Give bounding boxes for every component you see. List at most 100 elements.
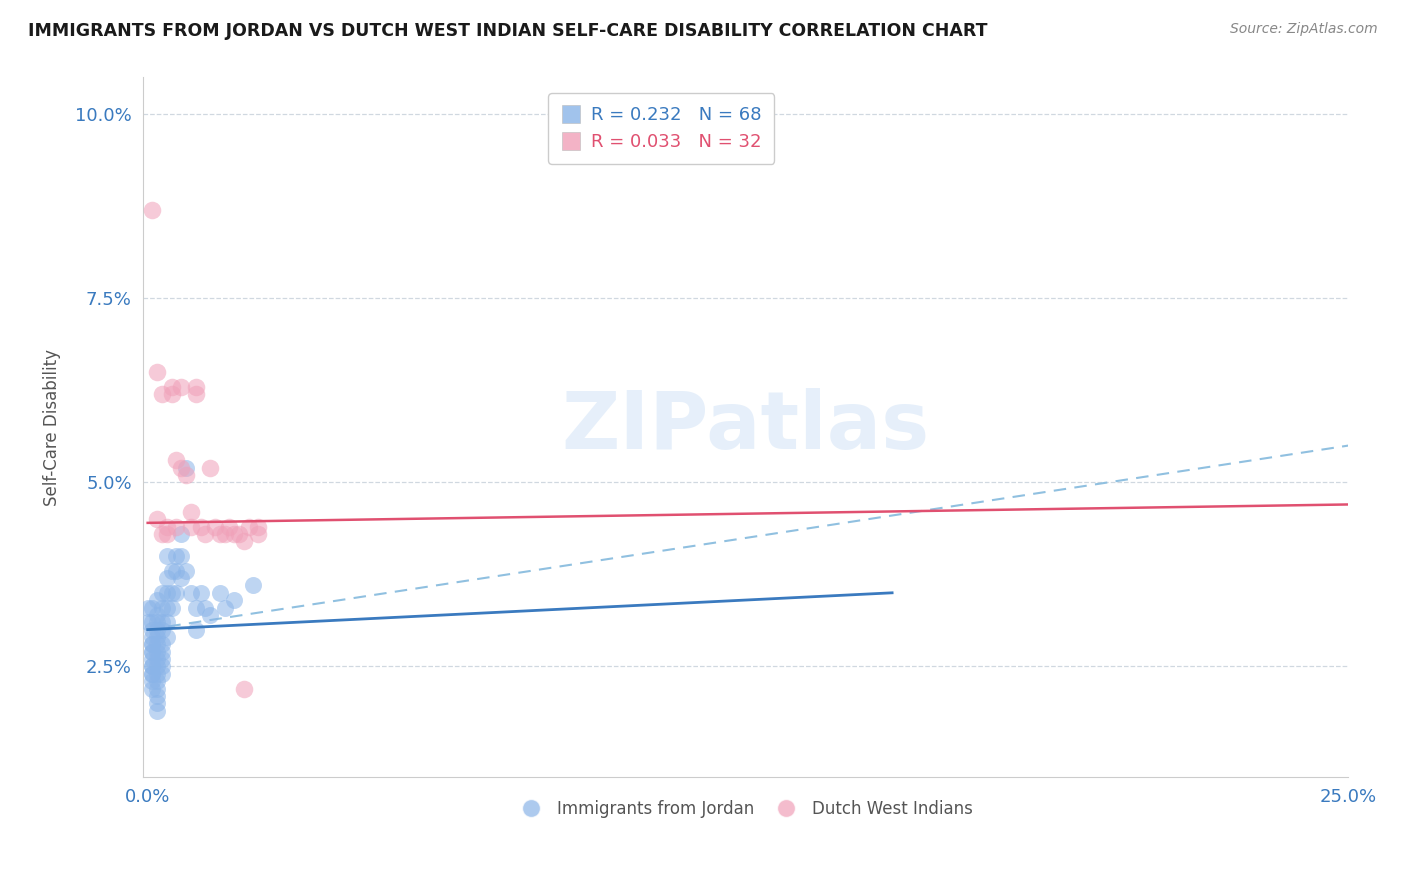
Point [170,571,193,585]
Point [146,666,169,681]
Point [166,519,188,533]
Point [174,468,197,483]
Point [232,534,254,549]
Point [141,659,163,673]
Text: IMMIGRANTS FROM JORDAN VS DUTCH WEST INDIAN SELF-CARE DISABILITY CORRELATION CHA: IMMIGRANTS FROM JORDAN VS DUTCH WEST IND… [28,22,987,40]
Point [160,564,183,578]
Point [146,704,169,718]
Point [242,578,264,592]
Point [146,645,169,659]
Point [141,666,163,681]
Point [146,659,169,673]
Point [180,519,202,533]
Point [150,637,173,651]
Point [232,681,254,696]
Point [160,586,183,600]
Y-axis label: Self-Care Disability: Self-Care Disability [44,349,60,506]
Text: ZIPatlas: ZIPatlas [561,388,929,467]
Point [150,615,173,630]
Point [146,607,169,622]
Point [146,689,169,703]
Point [150,645,173,659]
Point [228,527,250,541]
Point [184,387,207,401]
Point [204,519,226,533]
Point [150,600,173,615]
Point [166,586,188,600]
Point [156,549,179,563]
Legend: Immigrants from Jordan, Dutch West Indians: Immigrants from Jordan, Dutch West India… [512,793,980,824]
Point [184,623,207,637]
Point [141,202,163,217]
Point [146,593,169,607]
Point [141,645,163,659]
Point [141,666,163,681]
Point [198,460,221,475]
Point [190,519,212,533]
Point [156,519,179,533]
Point [166,549,188,563]
Point [166,564,188,578]
Point [180,505,202,519]
Point [146,512,169,526]
Point [150,652,173,666]
Point [146,615,169,630]
Point [141,659,163,673]
Point [160,600,183,615]
Point [198,607,221,622]
Point [146,674,169,689]
Point [146,365,169,379]
Point [141,630,163,644]
Point [150,387,173,401]
Point [170,527,193,541]
Point [224,593,246,607]
Point [141,637,163,651]
Point [146,630,169,644]
Point [146,696,169,710]
Point [150,527,173,541]
Point [156,571,179,585]
Point [247,527,270,541]
Point [150,666,173,681]
Point [156,630,179,644]
Point [146,681,169,696]
Point [141,615,163,630]
Point [170,549,193,563]
Point [141,600,163,615]
Point [150,659,173,673]
Point [170,460,193,475]
Point [156,586,179,600]
Point [141,652,163,666]
Point [214,527,236,541]
Point [224,527,246,541]
Point [150,586,173,600]
Point [141,623,163,637]
Point [141,637,163,651]
Point [156,527,179,541]
Point [208,586,231,600]
Point [160,387,183,401]
Point [214,600,236,615]
Point [184,379,207,393]
Point [141,681,163,696]
Point [190,586,212,600]
Point [180,586,202,600]
Point [136,615,159,630]
Point [238,519,260,533]
Point [141,674,163,689]
Point [184,600,207,615]
Point [174,460,197,475]
Point [208,527,231,541]
Point [156,600,179,615]
Point [150,623,173,637]
Point [218,519,240,533]
Point [146,652,169,666]
Point [146,637,169,651]
Point [174,564,197,578]
Point [194,527,217,541]
Point [170,379,193,393]
Point [146,623,169,637]
Point [194,600,217,615]
Point [160,379,183,393]
Point [247,519,270,533]
